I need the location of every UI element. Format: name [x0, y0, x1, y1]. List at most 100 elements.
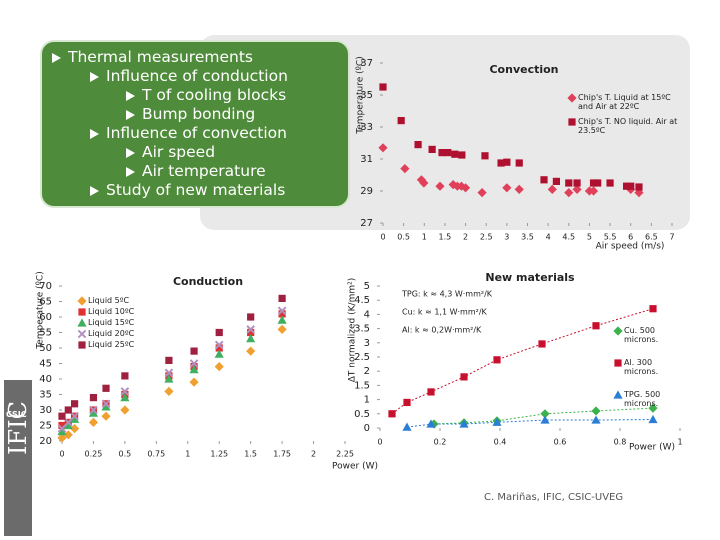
marker: [69, 424, 80, 434]
marker: [458, 151, 466, 159]
y-tick-label: 4.5: [354, 295, 370, 306]
marker: [613, 390, 623, 399]
y-tick-label: 3.5: [354, 324, 370, 335]
bullet-text: Influence of convection: [106, 124, 287, 142]
marker: [622, 182, 631, 190]
marker: [594, 179, 602, 187]
bullet-arrow: [90, 185, 99, 196]
legend-label: Al. 300 microns.: [624, 358, 659, 376]
x-tick-label: 0: [377, 438, 382, 447]
legend-entry: Liquid 20ºC: [88, 329, 134, 338]
y-tick-label: 0: [364, 423, 370, 434]
marker: [573, 179, 581, 187]
y-tick-label: 35: [360, 90, 373, 101]
marker: [101, 399, 111, 409]
marker: [460, 373, 468, 381]
marker: [648, 414, 658, 424]
marker: [214, 349, 224, 358]
marker: [397, 117, 405, 125]
marker: [57, 433, 67, 443]
marker: [121, 372, 129, 380]
y-tick-label: 27: [360, 218, 373, 229]
marker: [451, 150, 459, 158]
y-tick-label: 37: [360, 58, 373, 69]
marker: [444, 149, 452, 157]
marker: [438, 149, 446, 157]
y-tick-label: 30: [39, 405, 52, 416]
marker: [540, 176, 548, 184]
marker: [77, 296, 87, 306]
marker: [277, 306, 287, 316]
marker: [88, 408, 99, 417]
bullet-arrow: [90, 71, 99, 82]
marker: [388, 410, 396, 418]
marker: [493, 356, 501, 364]
legend-entry: Liquid 5ºC: [88, 296, 130, 305]
x-tick-label: 5.5: [604, 233, 617, 242]
marker: [120, 387, 130, 396]
marker: [246, 334, 256, 343]
x-tick-label: 3: [504, 233, 509, 242]
y-axis-label: Temperature (ºC): [36, 271, 46, 349]
bullet-text: Bump bonding: [142, 105, 256, 123]
x-axis-label: Power (W): [332, 462, 378, 472]
y-tick-label: 2.5: [354, 352, 370, 363]
marker: [57, 424, 67, 433]
marker: [614, 359, 622, 367]
marker: [459, 419, 469, 428]
trendline: [433, 407, 654, 425]
marker: [215, 344, 223, 352]
bullet-arrow: [126, 90, 135, 101]
annotation: Cu: k ≈ 1,1 W·mm²/K: [402, 308, 488, 317]
legend-label: Liquid 25ºC: [88, 340, 135, 349]
marker: [547, 184, 557, 194]
legend-entry: Cu. 500 microns.: [624, 326, 659, 344]
x-tick-label: 1: [422, 233, 427, 242]
marker: [591, 406, 601, 416]
marker: [435, 181, 445, 191]
x-tick-label: 2: [463, 233, 468, 242]
marker: [58, 412, 66, 420]
marker: [416, 175, 426, 185]
marker: [64, 406, 72, 414]
marker: [649, 305, 657, 313]
footer: C. Mariñas, IFIC, CSIC-UVEG: [484, 492, 624, 503]
bullet-text: Influence of conduction: [106, 67, 288, 85]
marker: [515, 159, 523, 167]
marker: [164, 368, 174, 378]
marker: [77, 318, 87, 327]
marker: [589, 179, 598, 187]
y-axis-label: Temperature (ºC): [356, 56, 366, 134]
marker: [635, 183, 643, 191]
legend-entry: Al. 300 microns.: [624, 358, 659, 376]
x-tick-label: 0.4: [494, 438, 507, 447]
y-tick-label: 31: [360, 154, 373, 165]
marker: [215, 328, 223, 337]
y-tick-label: 25: [39, 421, 52, 432]
marker: [277, 315, 287, 324]
legend-label: Cu. 500 microns.: [624, 326, 659, 344]
legend-entry: Liquid 10ºC: [88, 307, 134, 316]
logo: IFIC: [4, 401, 32, 455]
marker: [101, 402, 111, 411]
marker: [77, 329, 87, 339]
y-tick-label: 40: [39, 374, 52, 385]
bullet-text: Air temperature: [142, 162, 266, 180]
marker: [572, 184, 582, 194]
bullet-arrow: [90, 128, 99, 139]
marker: [568, 118, 576, 126]
x-tick-label: 4.5: [562, 233, 575, 242]
marker: [477, 188, 487, 198]
x-tick-label: 5: [587, 233, 592, 242]
marker: [591, 415, 601, 424]
x-tick-label: 1.75: [273, 450, 291, 459]
marker: [565, 179, 573, 187]
marker: [101, 411, 111, 421]
x-tick-label: 2: [311, 450, 316, 459]
bullet-text: T of cooling blocks: [142, 86, 287, 104]
marker: [497, 159, 505, 167]
marker: [164, 386, 174, 396]
legend-label: Liquid 5ºC: [88, 296, 130, 305]
marker: [165, 356, 173, 364]
marker: [89, 405, 98, 415]
